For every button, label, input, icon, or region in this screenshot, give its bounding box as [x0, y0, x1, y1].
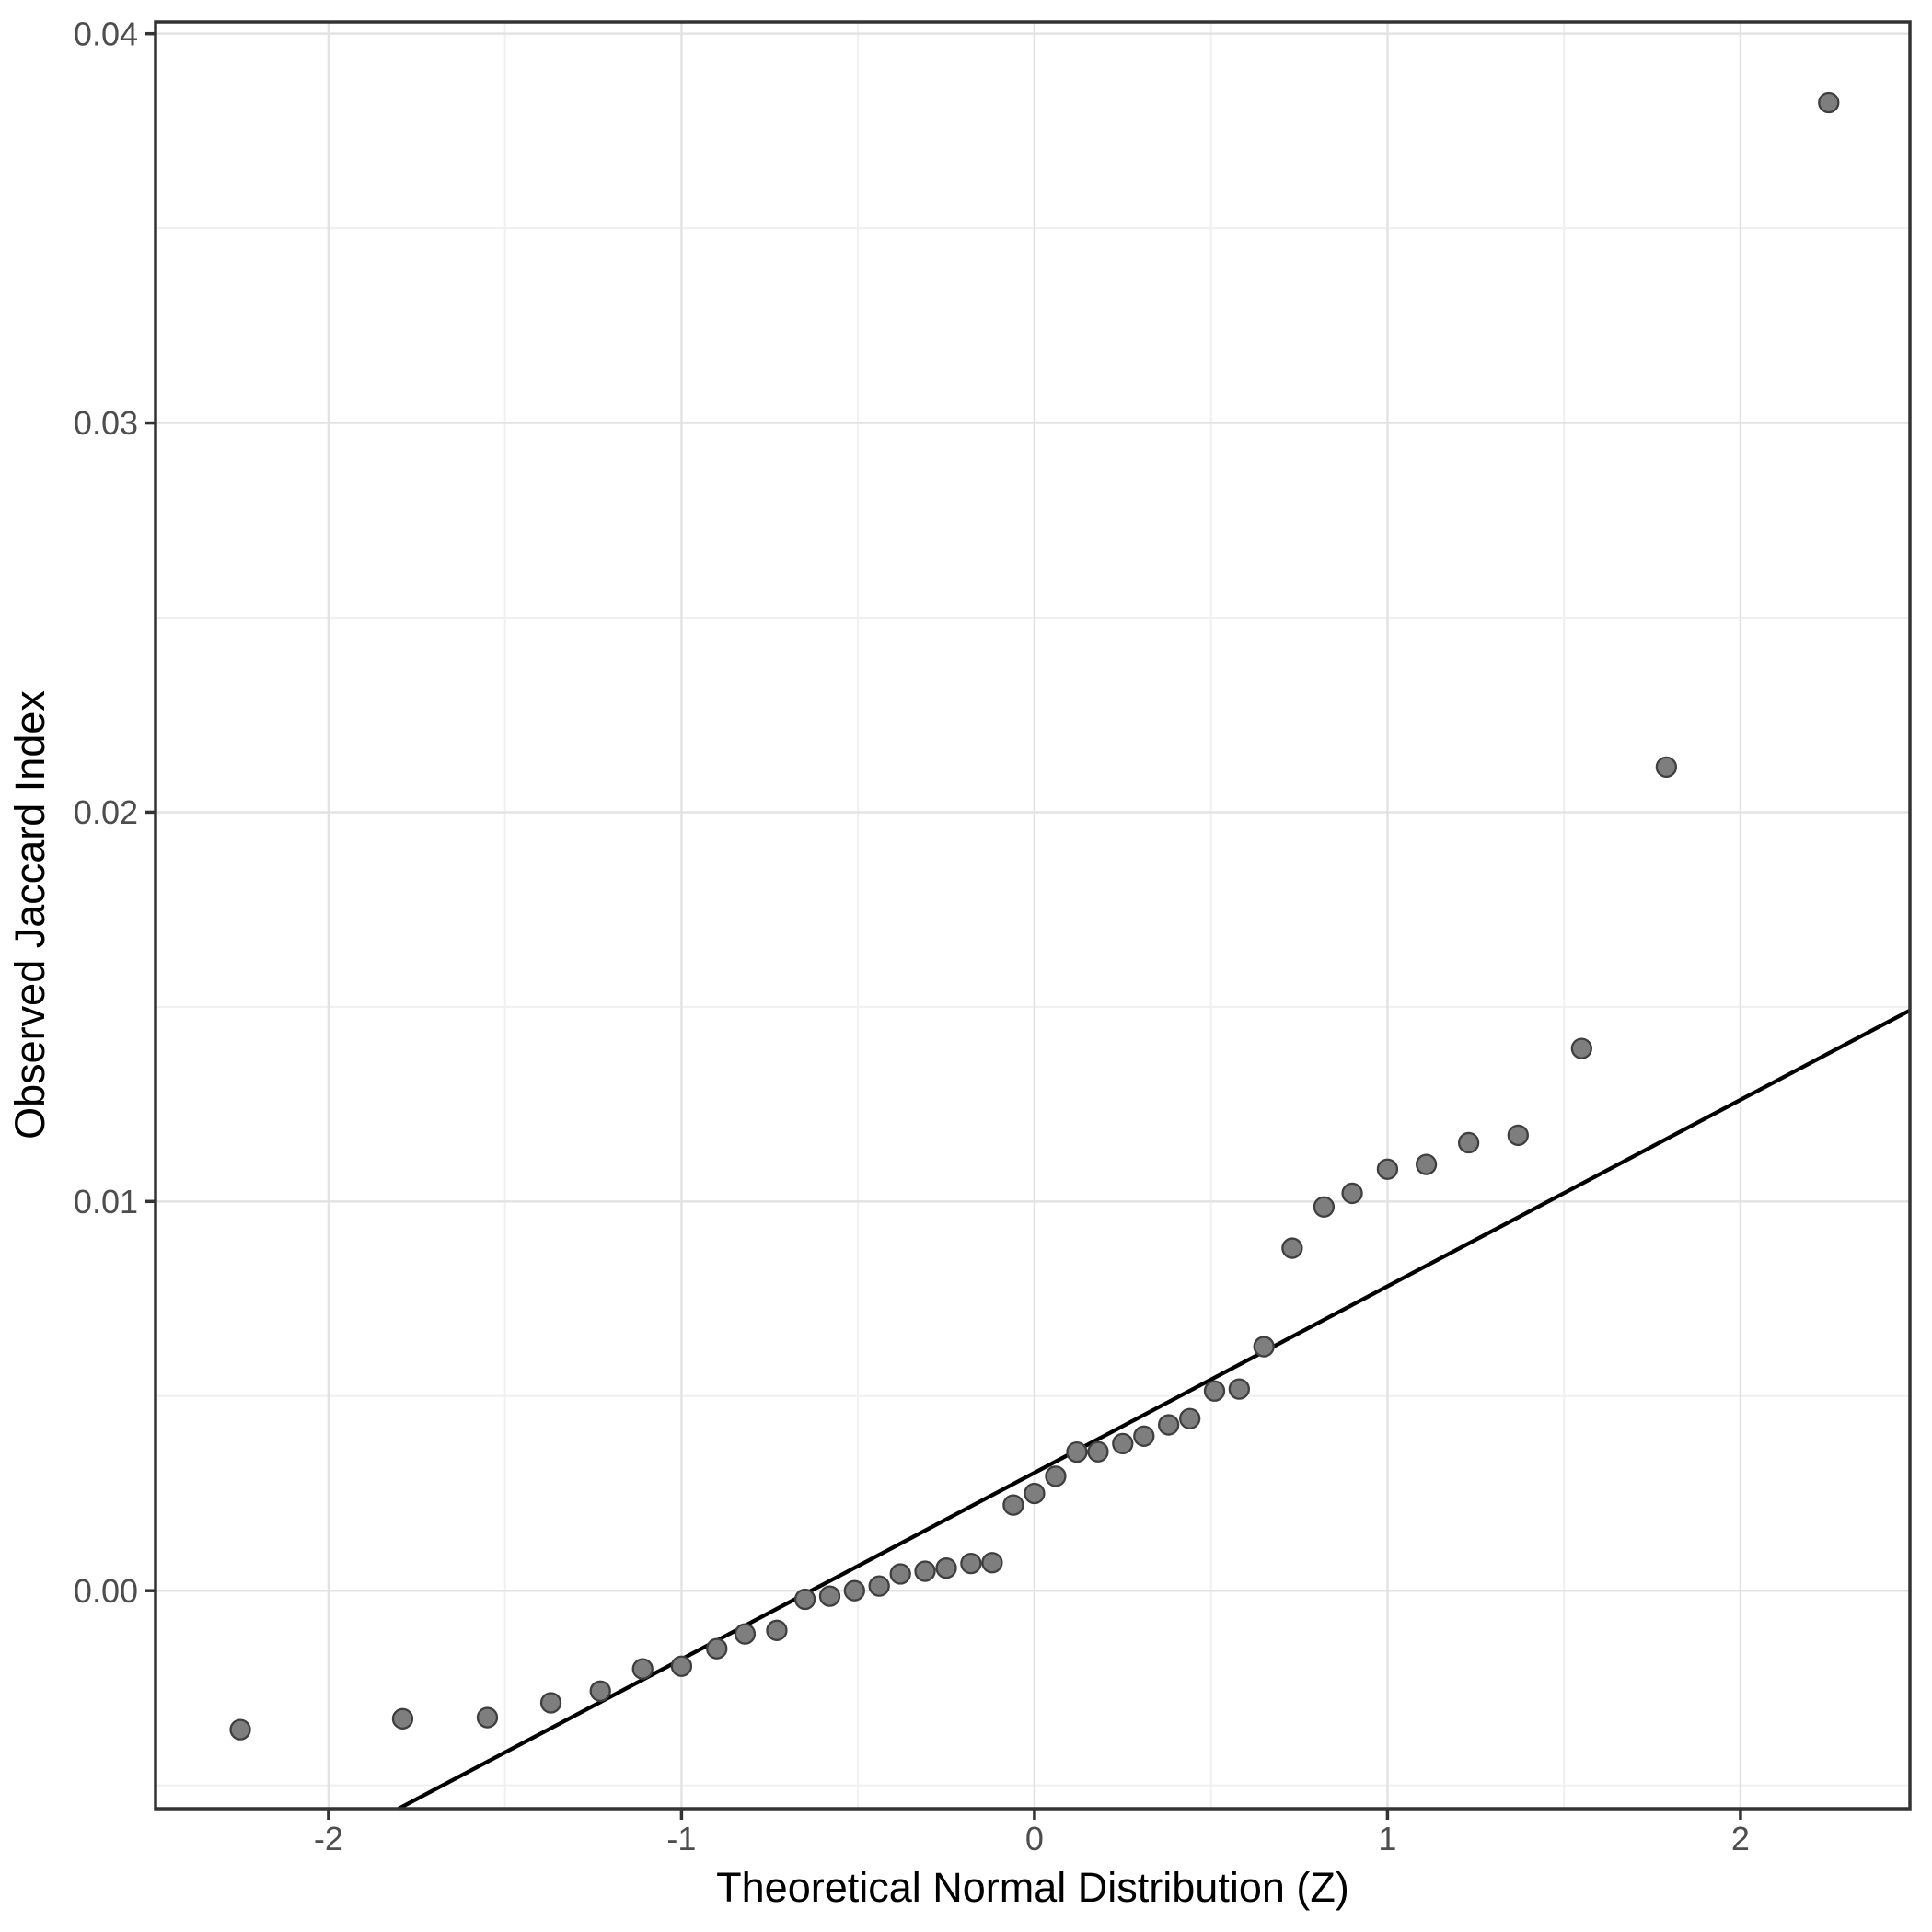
data-point [793, 1588, 816, 1611]
x-tick-label: 0 [1025, 1820, 1044, 1857]
data-point [631, 1658, 654, 1680]
data-point [1157, 1414, 1180, 1436]
data-point [1570, 1037, 1592, 1059]
data-point [1066, 1440, 1088, 1463]
data-point [1179, 1407, 1201, 1429]
x-tick-label: 2 [1731, 1820, 1750, 1857]
data-point [1228, 1378, 1250, 1400]
y-axis-title: Observed Jaccard Index [6, 690, 53, 1140]
scatter-points [229, 91, 1840, 1741]
data-point [1457, 1131, 1480, 1154]
data-point [766, 1619, 788, 1641]
y-tick-label: 0.04 [74, 15, 138, 52]
data-point [1253, 1336, 1275, 1358]
data-point [1281, 1237, 1303, 1259]
data-point [1313, 1196, 1336, 1218]
data-point [818, 1585, 841, 1607]
data-point [1133, 1425, 1155, 1447]
data-point [1376, 1158, 1399, 1180]
y-tick-label: 0.01 [74, 1183, 138, 1221]
data-point [960, 1552, 982, 1575]
data-point [914, 1560, 936, 1582]
data-point [734, 1623, 757, 1645]
data-point [706, 1637, 728, 1660]
grid-minor-lines [156, 22, 1910, 1809]
axis-tick-marks [145, 31, 1742, 1820]
plot-panel [156, 22, 1910, 1809]
grid-major-lines [156, 22, 1910, 1809]
data-point [1341, 1182, 1363, 1205]
data-point [1203, 1380, 1226, 1402]
data-point [670, 1655, 693, 1677]
data-point [1655, 756, 1678, 779]
data-point [935, 1557, 957, 1579]
data-point [1112, 1432, 1134, 1454]
data-point [1002, 1494, 1024, 1516]
data-point [1024, 1482, 1046, 1505]
data-point [1507, 1124, 1529, 1147]
x-tick-label: -1 [666, 1820, 696, 1857]
data-point [868, 1575, 890, 1597]
data-point [229, 1718, 251, 1741]
data-point [843, 1579, 865, 1602]
data-point [981, 1552, 1003, 1574]
x-axis-tick-labels: -2 -1 0 1 2 [314, 1820, 1750, 1857]
data-point [1415, 1153, 1438, 1175]
y-tick-label: 0.00 [74, 1572, 138, 1610]
data-point [1818, 91, 1840, 114]
data-point [1087, 1440, 1109, 1463]
data-point [1045, 1465, 1067, 1487]
data-point [889, 1563, 911, 1585]
data-point [589, 1680, 611, 1702]
data-point [476, 1706, 499, 1729]
y-tick-label: 0.03 [74, 404, 138, 442]
panel-border-rect [154, 20, 1912, 1811]
x-tick-label: 1 [1378, 1820, 1396, 1857]
panel-border [154, 20, 1912, 1811]
data-point [539, 1692, 562, 1714]
y-tick-label: 0.02 [74, 793, 138, 831]
x-tick-label: -2 [314, 1820, 343, 1857]
x-axis-title: Theoretical Normal Distribution (Z) [716, 1864, 1349, 1911]
data-point [391, 1707, 414, 1730]
y-axis-tick-labels: 0.00 0.01 0.02 0.03 0.04 [74, 15, 138, 1610]
